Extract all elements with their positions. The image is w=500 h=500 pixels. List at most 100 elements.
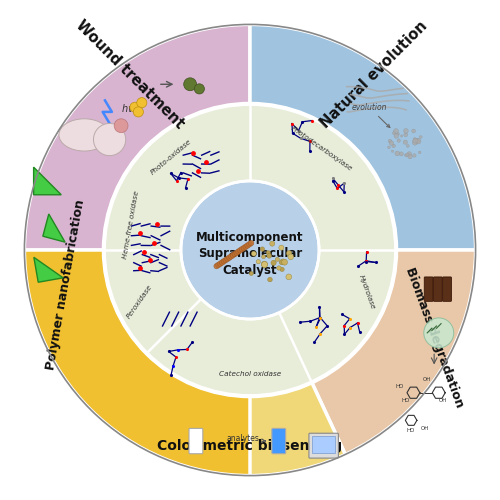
FancyBboxPatch shape [312, 436, 336, 453]
FancyBboxPatch shape [442, 277, 452, 301]
Circle shape [414, 138, 416, 140]
Circle shape [389, 141, 394, 146]
Point [323, 322, 331, 330]
Point [169, 362, 177, 370]
Point [329, 174, 337, 182]
Circle shape [220, 260, 225, 265]
Wedge shape [250, 24, 476, 250]
Point [340, 330, 348, 338]
Point [150, 239, 158, 247]
Circle shape [406, 144, 409, 148]
Point [362, 248, 370, 256]
Text: Hydrolase: Hydrolase [358, 274, 376, 310]
Circle shape [260, 247, 264, 252]
Circle shape [276, 258, 280, 262]
Circle shape [226, 255, 232, 260]
Circle shape [218, 261, 223, 266]
Circle shape [232, 251, 237, 257]
Point [316, 314, 324, 322]
FancyBboxPatch shape [424, 277, 433, 301]
Point [172, 353, 180, 361]
Circle shape [279, 260, 284, 264]
Circle shape [184, 78, 196, 90]
Circle shape [403, 140, 407, 144]
Point [346, 314, 354, 322]
Point [189, 149, 197, 157]
Circle shape [243, 244, 248, 250]
Circle shape [400, 135, 403, 137]
Circle shape [241, 245, 246, 250]
Point [296, 134, 304, 142]
Circle shape [424, 318, 454, 348]
Point [202, 158, 210, 166]
Circle shape [94, 124, 126, 156]
Circle shape [282, 260, 288, 265]
Circle shape [225, 256, 230, 262]
Text: $h\nu$: $h\nu$ [121, 102, 134, 114]
Circle shape [397, 132, 400, 135]
Point [316, 330, 324, 338]
Polygon shape [34, 167, 61, 195]
Circle shape [228, 254, 234, 259]
Circle shape [288, 254, 294, 260]
Point [362, 257, 370, 265]
Text: evolution: evolution [352, 102, 390, 128]
Circle shape [238, 248, 243, 253]
Circle shape [392, 150, 394, 152]
Text: Biomass degradation: Biomass degradation [402, 266, 466, 410]
Circle shape [404, 133, 407, 137]
Point [334, 184, 342, 192]
Circle shape [388, 146, 390, 148]
Circle shape [267, 254, 272, 258]
Circle shape [412, 154, 416, 158]
Circle shape [412, 129, 416, 133]
FancyBboxPatch shape [434, 277, 442, 301]
Point [172, 176, 180, 184]
Point [188, 338, 196, 346]
Text: Polymer nanofabrication: Polymer nanofabrication [44, 198, 88, 371]
Wedge shape [250, 250, 476, 454]
Wedge shape [24, 250, 250, 476]
Text: analytes: analytes [227, 434, 266, 443]
Circle shape [246, 242, 252, 247]
Circle shape [420, 136, 422, 138]
Circle shape [181, 181, 319, 319]
Text: Colorimetric biosensing: Colorimetric biosensing [158, 438, 342, 452]
FancyBboxPatch shape [189, 428, 203, 454]
Point [194, 166, 202, 174]
Circle shape [280, 259, 286, 265]
Circle shape [279, 245, 284, 250]
Point [340, 179, 348, 187]
FancyBboxPatch shape [309, 433, 338, 458]
Circle shape [236, 249, 241, 254]
Text: Photo-oxidase: Photo-oxidase [150, 138, 193, 175]
Circle shape [249, 272, 254, 276]
Circle shape [234, 250, 239, 256]
Point [152, 220, 160, 228]
Text: Catechol oxidase: Catechol oxidase [219, 372, 281, 378]
Point [136, 230, 143, 237]
Point [306, 138, 314, 145]
Circle shape [266, 250, 270, 255]
Circle shape [245, 243, 250, 248]
Point [316, 314, 324, 322]
Circle shape [416, 138, 421, 144]
Circle shape [394, 134, 398, 138]
Text: Peroxidase: Peroxidase [126, 284, 154, 320]
Circle shape [404, 154, 407, 156]
Circle shape [216, 262, 221, 268]
Point [140, 248, 147, 256]
Point [296, 318, 304, 326]
Circle shape [262, 261, 268, 268]
Circle shape [136, 98, 147, 108]
Point [306, 317, 314, 325]
Point [346, 324, 354, 332]
Circle shape [114, 119, 128, 132]
Wedge shape [24, 24, 250, 250]
Circle shape [395, 151, 400, 156]
Circle shape [412, 140, 418, 145]
Circle shape [280, 267, 284, 272]
Text: HO: HO [395, 384, 404, 389]
Circle shape [286, 274, 292, 280]
Point [174, 346, 182, 354]
